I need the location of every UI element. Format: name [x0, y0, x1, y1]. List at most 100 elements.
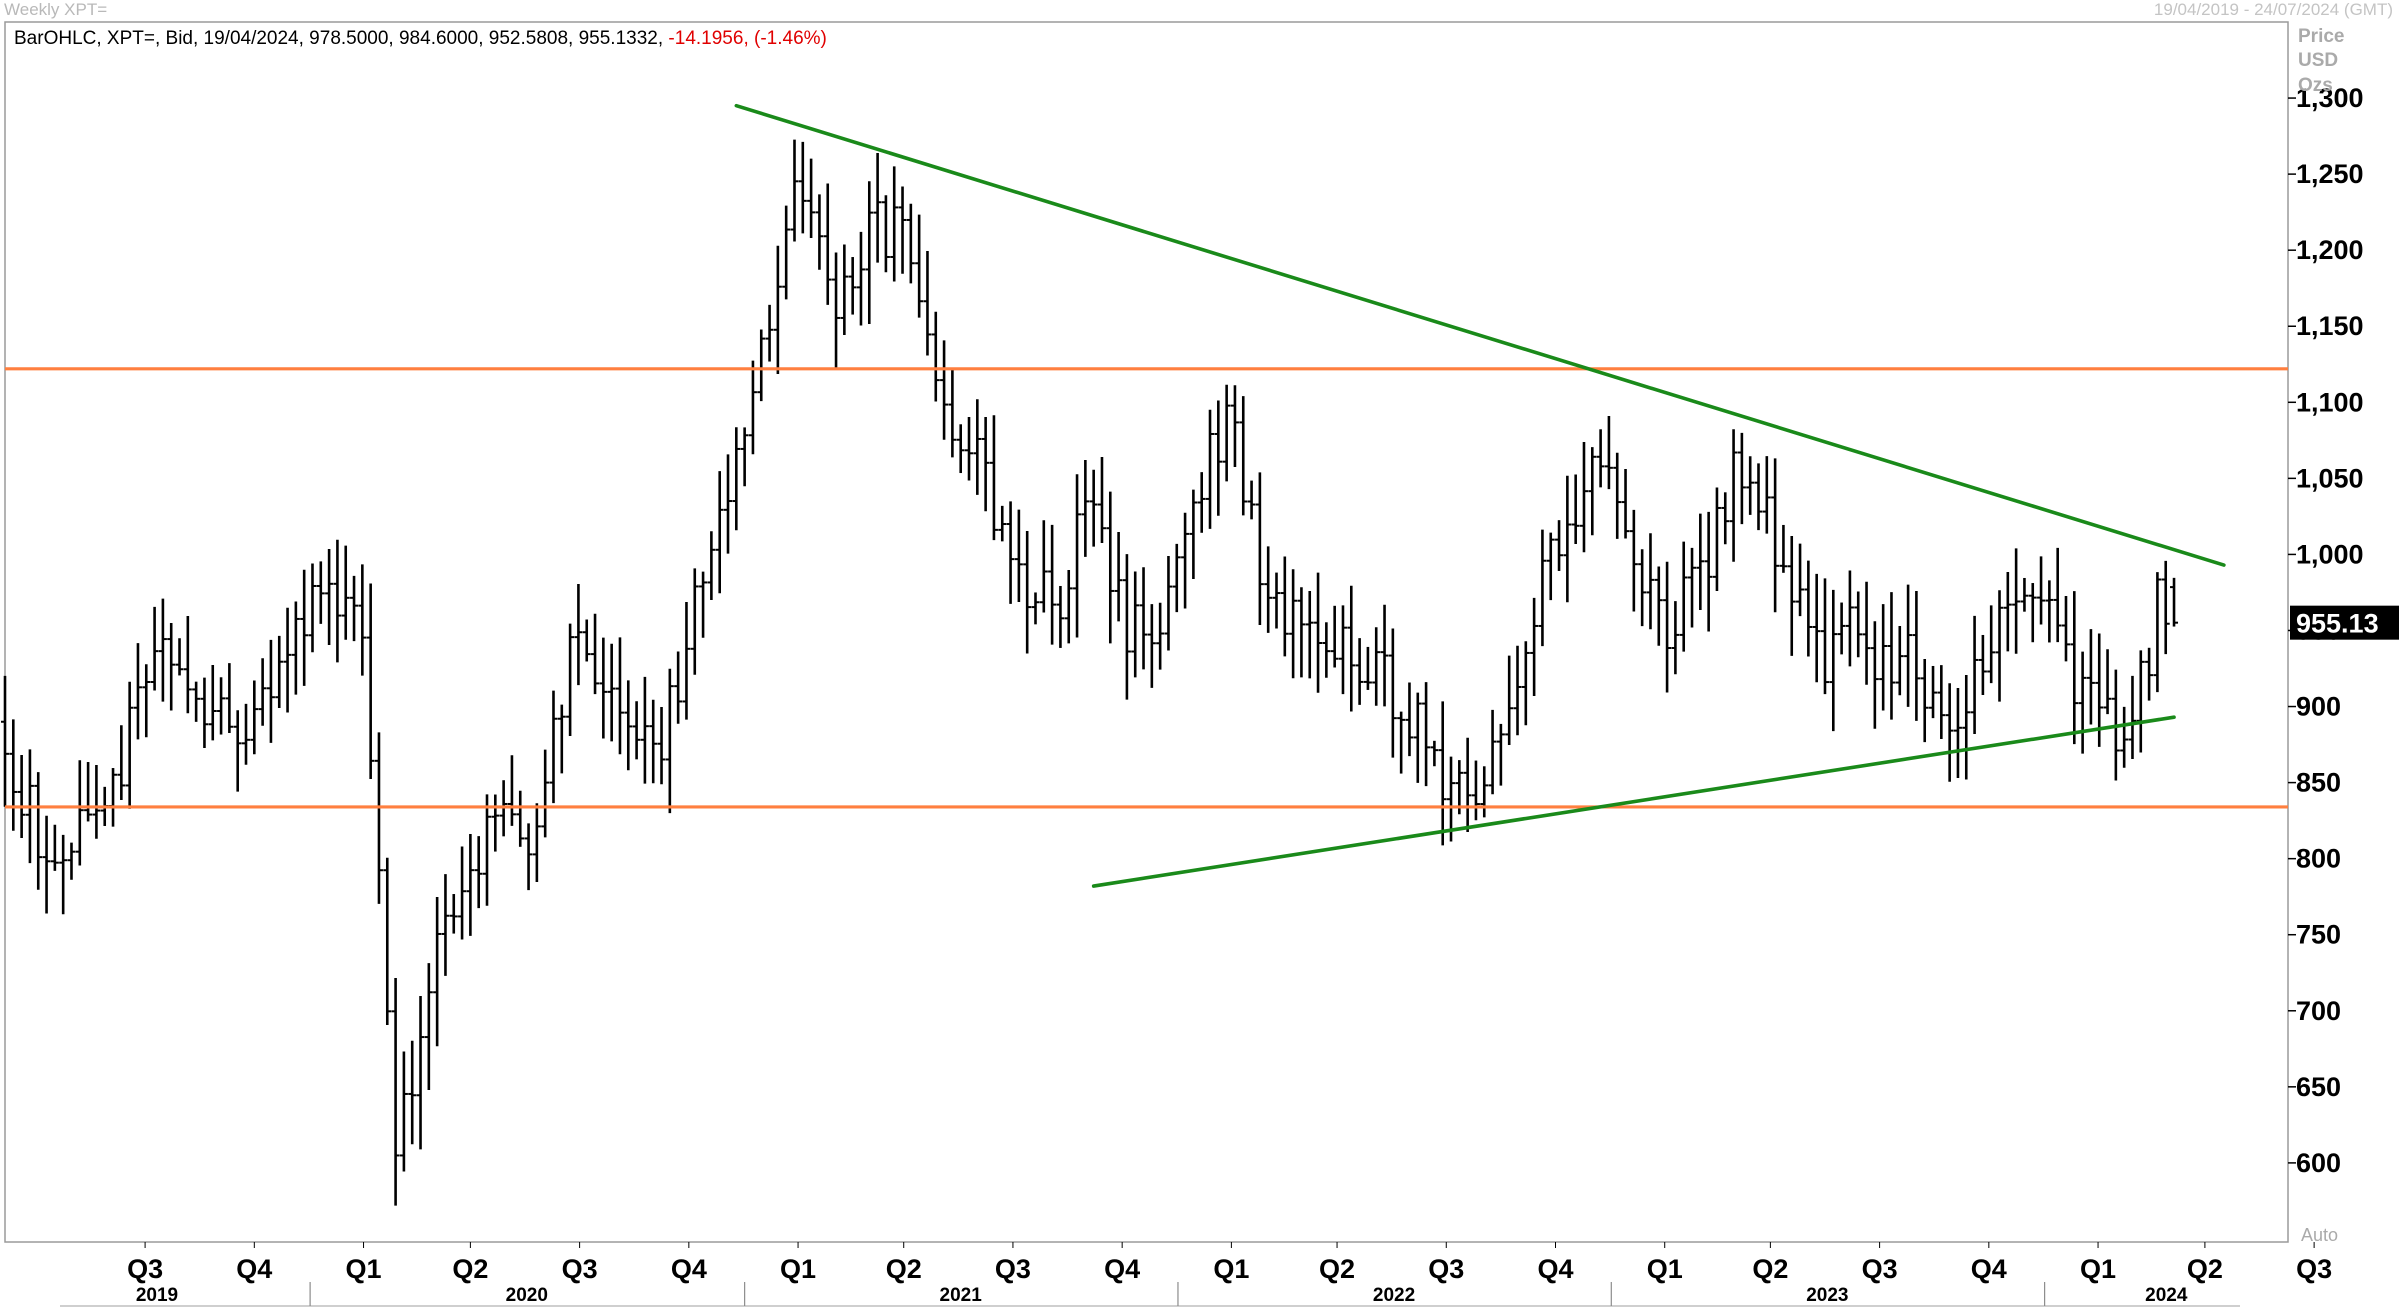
ohlc-bar [1297, 587, 1306, 678]
ohlc-bar [1978, 634, 1987, 696]
ohlc-bar [441, 874, 450, 976]
x-quarter-label: Q2 [452, 1254, 488, 1284]
ohlc-bar [1372, 627, 1381, 706]
ohlc-bar [1289, 569, 1298, 679]
ohlc-bar [125, 681, 134, 809]
ohlc-bar [50, 824, 59, 871]
y-tick-label: 650 [2296, 1072, 2341, 1102]
x-quarter-label: Q2 [2187, 1254, 2223, 1284]
ohlc-bar [1505, 655, 1514, 745]
ohlc-bar [724, 454, 733, 554]
ohlc-bar [1048, 524, 1057, 645]
ohlc-bar [1222, 384, 1231, 482]
axis-unit-price: Price [2298, 26, 2344, 47]
ohlc-bar [1638, 549, 1647, 627]
ohlc-bar [973, 399, 982, 495]
ohlc-bar [208, 665, 217, 741]
ohlc-bar [1239, 396, 1248, 516]
last-price-tag: 955.13 [2290, 605, 2399, 640]
ohlc-bar [1206, 409, 1215, 529]
ohlc-bar [881, 195, 890, 273]
ohlc-bar [923, 251, 932, 356]
ascending-support-trendline[interactable] [1091, 715, 2176, 888]
ohlc-bar [1646, 533, 1655, 630]
axis-unit-currency: USD [2298, 50, 2338, 71]
x-quarter-label: Q2 [1319, 1254, 1355, 1284]
ohlc-bar [2037, 556, 2046, 625]
ohlc-bar [1870, 621, 1879, 729]
ohlc-bar [1097, 457, 1106, 543]
ohlc-bar [1579, 441, 1588, 553]
x-quarter-label: Q2 [1752, 1254, 1788, 1284]
ohlc-bar [1031, 592, 1040, 625]
ohlc-bar [1854, 591, 1863, 658]
ohlc-bar [1006, 501, 1015, 604]
ohlc-bar [948, 369, 957, 458]
ohlc-bar [1438, 701, 1447, 846]
x-quarter-label: Q2 [886, 1254, 922, 1284]
ohlc-bar [1862, 581, 1871, 685]
ohlc-bar [989, 415, 998, 541]
y-tick-label: 600 [2296, 1148, 2341, 1178]
ohlc-bar [424, 963, 433, 1091]
ohlc-bar [1737, 432, 1746, 525]
y-tick-label: 1,000 [2296, 539, 2364, 569]
ohlc-bar [483, 794, 492, 906]
ohlc-bar [491, 794, 500, 852]
auto-scale-button[interactable]: Auto [2301, 1225, 2338, 1245]
ohlc-bar [1629, 509, 1638, 612]
ohlc-bar [1355, 638, 1364, 705]
ohlc-bar [1463, 737, 1472, 833]
ohlc-bar [1845, 570, 1854, 667]
ohlc-bar [474, 836, 483, 909]
y-tick-label: 1,200 [2296, 235, 2364, 265]
ohlc-bar [142, 664, 151, 738]
ohlc-bar [2086, 629, 2095, 725]
y-tick-label: 750 [2296, 920, 2341, 950]
ohlc-bar [674, 651, 683, 724]
ohlc-bar [773, 245, 782, 375]
ohlc-bar [1230, 385, 1239, 467]
plot-area[interactable] [4, 21, 2289, 1243]
y-tick-label: 1,050 [2296, 463, 2364, 493]
ohlc-bar [931, 311, 940, 402]
ohlc-bar [1571, 474, 1580, 545]
ohlc-bar [250, 680, 259, 755]
ohlc-bar [408, 1040, 417, 1145]
ohlc-bar [524, 823, 533, 891]
ohlc-bar [649, 699, 658, 784]
ohlc-bar [1073, 474, 1082, 638]
y-tick-label: 850 [2296, 768, 2341, 798]
descending-resistance-trendline[interactable] [734, 103, 2226, 567]
ohlc-bar [765, 304, 774, 362]
ohlc-bar [1804, 560, 1813, 657]
x-quarter-label: Q3 [127, 1254, 163, 1284]
ohlc-bars [1, 139, 2179, 1206]
y-tick-label: 700 [2296, 996, 2341, 1026]
ohlc-bar [1106, 491, 1115, 644]
ohlc-bar [1704, 511, 1713, 632]
ohlc-bar [1255, 472, 1264, 626]
ohlc-bar [391, 978, 400, 1206]
ohlc-bar [2053, 547, 2062, 643]
ohlc-bar [1837, 602, 1846, 655]
ohlc-bar [2120, 706, 2129, 768]
ohlc-bar [1962, 675, 1971, 780]
ohlc-bar [1264, 546, 1273, 633]
ohlc-bar [1039, 520, 1048, 613]
x-quarter-label: Q3 [562, 1254, 598, 1284]
ohlc-bar [848, 257, 857, 315]
ohlc-bar [906, 203, 915, 284]
y-axis: 6006507007508008509009501,0001,0501,1001… [2288, 83, 2399, 1178]
ohlc-bar [1729, 429, 1738, 562]
ohlc-bar [1887, 592, 1896, 720]
ohlc-bar [1538, 529, 1547, 647]
ohlc-bar [308, 563, 317, 653]
ohlc-bar [466, 833, 475, 936]
ohlc-bar [1197, 472, 1206, 533]
window-title: Weekly XPT= [4, 0, 108, 19]
x-year-label: 2020 [506, 1285, 548, 1306]
ohlc-bar [133, 643, 142, 740]
ohlc-bar [1696, 513, 1705, 610]
